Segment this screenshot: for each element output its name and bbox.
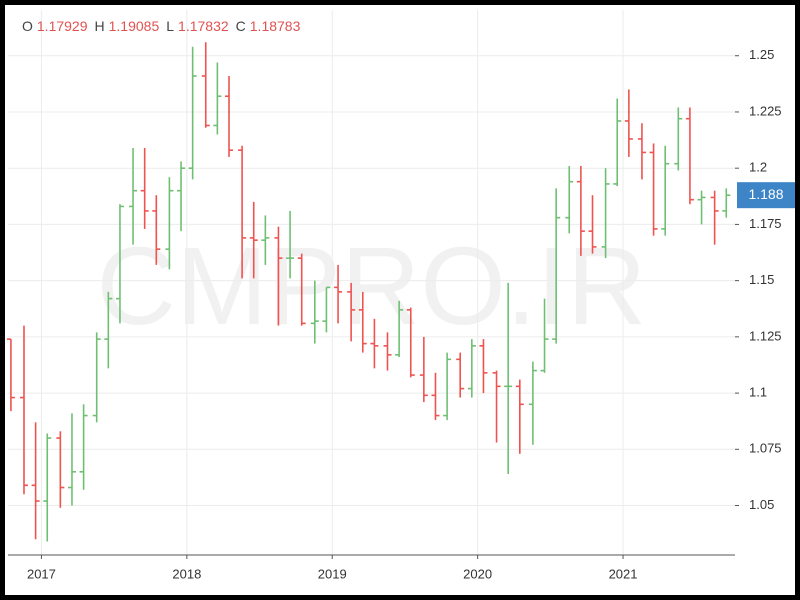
header-label: H [95,18,105,34]
ohlc-bar [383,332,392,371]
ohlc-bar [697,190,706,225]
header-value: 1.19085 [109,18,160,34]
header-label: C [236,18,246,34]
x-tick-label: 2021 [609,566,638,581]
ohlc-bar [104,291,113,369]
ohlc-bar [140,147,149,229]
ohlc-bar [661,145,670,236]
ohlc-bar [286,210,295,279]
header-value: 1.18783 [250,18,301,34]
ohlc-bar [710,190,719,245]
ohlc-header: O 1.17929 H 1.19085 L 1.17832 C 1.18783 [22,18,301,34]
ohlc-bar [528,361,537,445]
ohlc-bar [504,282,513,475]
last-price-label: 1.188 [748,186,783,202]
y-tick-label: 1.15 [749,272,774,287]
x-tick-label: 2017 [27,566,56,581]
ohlc-bar [637,123,646,180]
ohlc-bar [395,300,404,358]
y-tick-label: 1.225 [749,103,782,118]
ohlc-bar [370,318,379,369]
ohlc-bar [613,98,622,187]
ohlc-bar [261,215,270,265]
ohlc-bar [419,336,428,403]
y-tick-label: 1.075 [749,441,782,456]
ohlc-bar [238,145,247,279]
ohlc-bar [674,107,683,171]
ohlc-bar [492,370,501,443]
ohlc-bar [540,298,549,373]
ohlc-bar [443,352,452,421]
ohlc-bar [456,352,465,398]
header-value: 1.17929 [37,18,88,34]
ohlc-bar [92,332,101,423]
y-tick-label: 1.125 [749,328,782,343]
ohlc-bar [565,165,574,234]
ohlc-bar [79,404,88,490]
y-tick-label: 1.1 [749,385,767,400]
ohlc-bar [576,165,585,256]
ohlc-bar [165,177,174,270]
ohlc-bar [274,226,283,326]
ohlc-bar [358,291,367,353]
y-tick-label: 1.175 [749,216,782,231]
ohlc-bar [6,338,15,412]
ohlc-bar [31,422,40,540]
y-tick-label: 1.25 [749,47,774,62]
ohlc-bar [588,195,597,254]
header-label: O [22,18,33,34]
ohlc-bar [19,325,28,495]
ohlc-bar [467,339,476,398]
ohlc-bar [129,147,138,245]
watermark: CMPRO.IR [97,225,647,348]
chart-frame [5,5,795,595]
ohlc-bar [347,282,356,342]
last-price-tag [737,182,795,209]
ohlc-bar [213,62,222,135]
ohlc-bar [297,253,306,326]
x-tick-label: 2018 [172,566,201,581]
ohlc-bar [722,188,731,218]
ohlc-bar [406,307,415,378]
ohlc-bar [431,372,440,421]
y-tick-label: 1.2 [749,160,767,175]
ohlc-bar [334,264,343,324]
ohlc-bar [249,201,258,279]
header-value: 1.17832 [178,18,229,34]
ohlc-bar [115,204,124,324]
ohlc-bar [685,107,694,205]
ohlc-bar [479,339,488,394]
x-tick-label: 2020 [463,566,492,581]
ohlc-bar [188,46,197,180]
ohlc-bar [201,42,210,128]
ohlc-bar [515,379,524,454]
ohlc-bar [43,433,52,542]
ohlc-bar [152,195,161,265]
ohlc-bar [56,431,65,508]
ohlc-bar [601,168,610,259]
header-label: L [166,18,174,34]
ohlc-bar [67,413,76,506]
ohlc-bar [177,161,186,232]
ohlc-bar [624,89,633,157]
x-tick-label: 2019 [318,566,347,581]
ohlc-bar [649,143,658,236]
y-tick-label: 1.05 [749,497,774,512]
ohlc-bar [322,286,331,333]
ohlc-bar [310,280,319,344]
ohlc-bar [552,188,561,344]
ohlc-bar [225,75,234,157]
